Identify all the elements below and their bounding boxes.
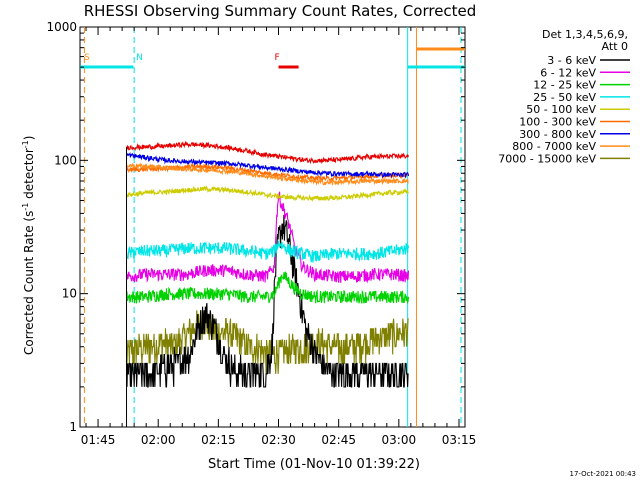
x-tick-label: 02:45 <box>321 433 356 447</box>
chart-title: RHESSI Observing Summary Count Rates, Co… <box>84 2 477 20</box>
x-tick-label: 02:15 <box>201 433 236 447</box>
y-tick-label: 1000 <box>46 20 77 34</box>
series-line-3-6-kev <box>125 214 409 388</box>
x-tick-label: 02:00 <box>141 433 176 447</box>
legend-label-4: 50 - 100 keV <box>526 103 596 116</box>
y-axis: 1 10 100 1000 <box>46 20 465 434</box>
legend-label-0: 3 - 6 keV <box>547 54 596 67</box>
legend-title-line1: Det 1,3,4,5,6,9, <box>542 28 628 41</box>
x-tick-label: 03:15 <box>442 433 477 447</box>
x-axis: 01:45 02:00 02:15 02:30 02:45 03:00 03:15 <box>81 27 477 447</box>
x-tick-label: 03:00 <box>382 433 417 447</box>
series-line-300-800-kev <box>126 151 410 179</box>
y-axis-label: Corrected Count Rate (s-1 detector-1) <box>21 136 36 355</box>
legend-label-3: 25 - 50 keV <box>533 91 596 104</box>
legend-label-6: 300 - 800 keV <box>519 128 596 141</box>
annotation-f: F <box>275 53 280 63</box>
y-axis-label-part3: ) <box>22 136 36 141</box>
series-line-7000-15000-kev <box>125 310 409 374</box>
series-line-25-50-kev <box>125 240 410 263</box>
y-tick-label: 10 <box>62 287 77 301</box>
series-line-100-300-kev <box>125 162 410 182</box>
series-line-12-25-kev <box>125 271 410 305</box>
y-axis-label-sup2: -1 <box>21 140 30 148</box>
y-tick-label: 100 <box>54 153 77 167</box>
series-line-6-12-kev <box>125 191 410 284</box>
annotation-n: N <box>136 53 143 63</box>
series-line-red-trace <box>125 140 410 165</box>
y-tick-label: 1 <box>69 420 77 434</box>
legend-title-line2: Att 0 <box>602 40 628 53</box>
plot-frame <box>79 26 466 428</box>
y-axis-label-part2: detector <box>22 148 36 203</box>
series-line-50-100-kev <box>126 185 409 203</box>
x-axis-label: Start Time (01-Nov-10 01:39:22) <box>208 457 420 472</box>
x-tick-label: 01:45 <box>81 433 116 447</box>
timestamp: 17-Oct-2021 00:43 <box>570 470 636 478</box>
legend-label-1: 6 - 12 keV <box>540 66 596 79</box>
annotation-s: S <box>84 53 90 63</box>
legend-label-7: 800 - 7000 keV <box>512 140 596 153</box>
legend-label-8: 7000 - 15000 keV <box>498 152 596 165</box>
y-axis-label-sup1: -1 <box>21 203 30 211</box>
legend-label-5: 100 - 300 keV <box>519 116 596 129</box>
series-line-800-7000-kev <box>125 162 409 187</box>
legend-label-2: 12 - 25 keV <box>533 79 596 92</box>
y-axis-label-part1: Corrected Count Rate (s <box>22 211 36 355</box>
x-tick-label: 02:30 <box>261 433 296 447</box>
